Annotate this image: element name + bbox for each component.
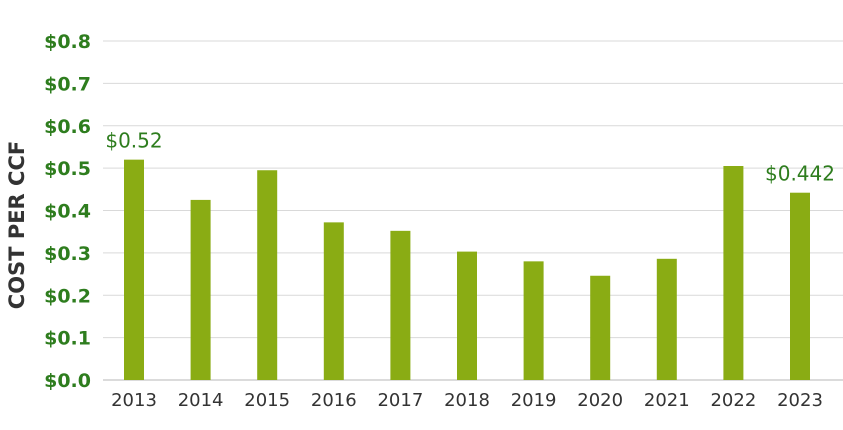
bar-2017: [390, 230, 411, 380]
x-tick-label: 2017: [377, 390, 423, 411]
x-tick-label: 2014: [178, 390, 224, 411]
y-tick-label: $0.8: [44, 31, 91, 53]
bar-2013: [124, 159, 144, 380]
grid-lines: [103, 40, 843, 381]
bar-2020: [590, 275, 611, 380]
x-tick-label: 2021: [644, 390, 690, 411]
x-tick-label: 2018: [444, 390, 490, 411]
x-tick-label: 2015: [244, 390, 290, 411]
data-labels: $0.52 $0.442: [105, 129, 835, 186]
bar-2018: [457, 251, 477, 380]
y-tick-label: $0.5: [44, 158, 91, 180]
y-axis-label: COST PER CCF: [5, 141, 29, 309]
y-tick-label: $0.4: [44, 201, 91, 223]
y-axis-ticks: $0.0 $0.1 $0.2 $0.3 $0.4 $0.5 $0.6 $0.7 $0.8: [44, 31, 91, 392]
bar-2023: [790, 192, 810, 380]
y-tick-label: $0.2: [44, 285, 91, 307]
bar-2019: [523, 261, 544, 380]
x-tick-label: 2022: [710, 390, 756, 411]
bar-2014: [190, 199, 211, 380]
x-tick-label: 2016: [311, 390, 357, 411]
y-tick-label: $0.3: [44, 243, 91, 265]
y-tick-label: $0.6: [44, 116, 91, 138]
x-axis-ticks: 2013 2014 2015 2016 2017 2018 2019 2020 2021 2022…: [111, 390, 823, 411]
bar-2021: [656, 258, 677, 380]
y-tick-label: $0.7: [44, 73, 91, 95]
bar-2016: [323, 222, 344, 380]
x-tick-label: 2019: [511, 390, 557, 411]
bars: [124, 159, 810, 380]
x-tick-label: 2020: [577, 390, 623, 411]
bar-2022: [723, 166, 744, 380]
bar-2015: [257, 170, 278, 380]
data-label-2023: $0.442: [765, 162, 835, 186]
data-label-2013: $0.52: [105, 129, 162, 153]
y-tick-label: $0.0: [44, 370, 91, 392]
y-tick-label: $0.1: [44, 328, 91, 350]
x-tick-label: 2023: [777, 390, 823, 411]
x-tick-label: 2013: [111, 390, 157, 411]
